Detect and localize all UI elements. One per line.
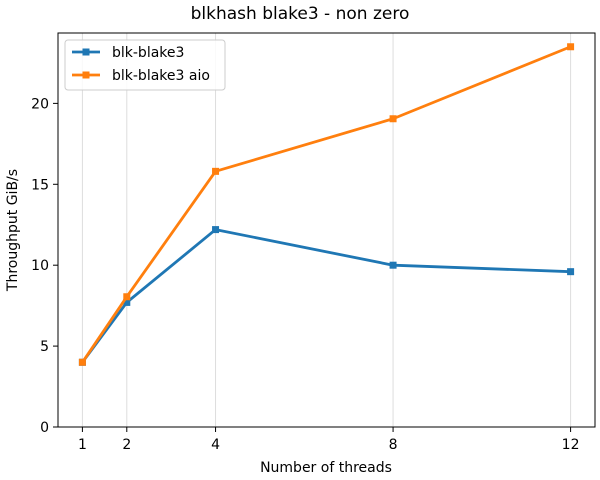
x-tick-label: 12 [562,437,580,453]
legend-entry: blk-blake3 aio [72,68,210,84]
x-tick-label: 8 [389,437,398,453]
y-tick-label: 15 [31,177,49,193]
chart-title: blkhash blake3 - non zero [191,4,410,24]
data-point [212,167,220,175]
legend-box [64,39,226,91]
x-tick-label: 1 [78,437,87,453]
legend-label: blk-blake3 aio [112,68,210,84]
y-tick-label: 10 [31,258,49,274]
y-tick-label: 20 [31,96,49,112]
series-line [81,228,572,364]
legend-swatch-marker [82,71,90,79]
data-point [123,298,131,306]
data-point [567,43,575,51]
data-point [78,358,86,366]
data-point [389,261,397,269]
y-tick-label: 5 [40,339,49,355]
legend-swatch-marker [82,48,90,56]
series-lines [78,43,575,366]
legend-entry: blk-blake3 [72,45,184,61]
data-point [212,226,220,234]
x-tick-label: 4 [211,437,220,453]
grid-lines [81,33,572,427]
data-point [567,268,575,276]
x-tick-label: 2 [122,437,131,453]
x-axis-title: Number of threads [260,460,392,476]
y-axis-title: Throughput GiB/s [5,169,21,292]
plot-area [57,32,596,428]
legend: blk-blake3 blk-blake3 aio [64,39,226,91]
data-point [123,293,131,301]
series-line [81,45,572,364]
y-tick-label: 0 [40,420,49,436]
data-point [389,115,397,123]
series-2 [78,43,575,366]
series-1 [78,226,575,366]
legend-label: blk-blake3 [112,45,184,61]
